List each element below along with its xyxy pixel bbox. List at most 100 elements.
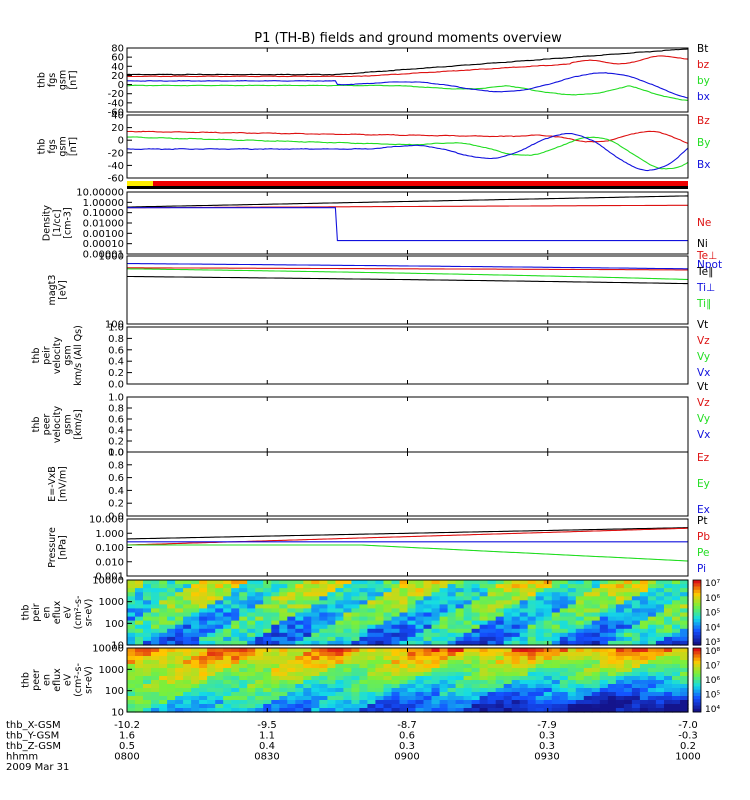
footer-value: 0.6 — [399, 731, 415, 742]
footer-label: thb_X-GSM — [6, 720, 61, 731]
footer-value: 0800 — [114, 752, 139, 763]
y-tick-label: 0.4 — [108, 426, 124, 437]
y-axis-label-line: en — [42, 607, 53, 619]
footer-value: 1.1 — [259, 731, 275, 742]
y-axis-label-line: thb — [36, 139, 47, 155]
y-tick-label: -60 — [108, 108, 124, 119]
legend-density-2: Npot — [697, 259, 722, 271]
y-tick-label: 0.100 — [95, 543, 124, 554]
panel-frame — [126, 47, 689, 113]
Ni-line — [127, 195, 688, 208]
y-tick-label: 1.0 — [108, 323, 124, 334]
y-tick-label: 0.6 — [108, 415, 124, 426]
y-axis-label-line: peir — [42, 346, 53, 365]
legend-pressure-3: Pi — [697, 563, 706, 575]
y-tick-label: 0.4 — [108, 357, 124, 368]
y-axis-label-line: (cm²-s- — [73, 663, 84, 697]
y-axis-label: thb fgs gsm [nT] — [36, 70, 79, 90]
colorbar-tick-label: 10⁵ — [705, 609, 720, 619]
colorbar-tick-label: 10⁴ — [705, 705, 720, 715]
panel-ion-velocity: 1.00.80.60.40.20.0 thb peir velocity gsm km/s… — [31, 319, 710, 391]
y-tick-label: 0.0 — [108, 512, 124, 523]
By-line — [127, 136, 689, 170]
y-tick-label: 10000 — [92, 644, 124, 655]
y-axis-label-line: gsm — [57, 136, 68, 156]
footer-value: 0.2 — [680, 741, 696, 752]
legend-fgs-gsm-2: by — [697, 75, 710, 87]
panel-frame — [126, 326, 689, 385]
Ti-par-line — [127, 268, 689, 281]
y-tick-label: 0.6 — [108, 473, 124, 484]
quality-flag-bar — [127, 181, 688, 189]
panel-frame — [126, 114, 689, 179]
y-tick-label: 1.0 — [108, 393, 124, 404]
y-axis-label-line: Density — [42, 205, 53, 241]
bx-line — [127, 72, 689, 99]
y-tick-label: 1.0 — [108, 448, 124, 459]
y-axis-label-line: [1/cc] — [52, 209, 63, 236]
y-axis-label-line: [nT] — [68, 137, 79, 156]
legend-fgs-gsm-1: bz — [697, 59, 710, 71]
y-tick-label: 10.00000 — [76, 188, 124, 199]
y-axis-label-line: velocity — [52, 406, 63, 444]
y-tick-label: -20 — [108, 148, 124, 159]
y-axis-label-line: fgs — [47, 139, 58, 153]
panel-temperature: 1000 100 magt3 [eV] Te⊥ Te∥ Ti⊥ Ti∥ — [47, 250, 718, 331]
footer-value: 0930 — [534, 752, 559, 763]
y-tick-label: 0.2 — [108, 368, 124, 379]
Pb-line — [126, 527, 689, 546]
legend-efield-0: Ez — [697, 452, 710, 464]
y-axis-label-line: (cm²-s- — [73, 596, 84, 630]
y-tick-label: 0.00100 — [83, 229, 124, 240]
y-axis-label-line: gsm — [63, 414, 74, 434]
footer-value: 1000 — [675, 752, 700, 763]
colorbar-tick-label: 10⁷ — [705, 662, 720, 672]
y-axis-label: thb fgs gsm [nT] — [36, 136, 79, 156]
footer-value: 0830 — [254, 752, 279, 763]
y-axis-label: thb peir en eflux eV (cm²-s-sr-eV) — [21, 596, 95, 630]
legend-efield-2: Ex — [697, 504, 710, 516]
legend-electron-velocity-0: Vt — [697, 381, 708, 393]
colorbar-ion-spectrogram: 10⁷ 10⁶ 10⁵ 10⁴ 10³ — [692, 579, 720, 648]
y-axis-label-line: [mV/m] — [57, 466, 68, 502]
y-tick-label: 0 — [118, 80, 124, 91]
legend-electron-velocity-2: Vy — [697, 413, 710, 425]
panel-electron-spectrogram: 10⁸ 10⁷ 10⁶ 10⁵ 10⁴ 10000 1000 100 10 thb peer en ef… — [21, 644, 721, 719]
y-axis-label: E=-VxB [mV/m] — [47, 466, 69, 502]
y-tick-label: 10 — [111, 708, 124, 719]
y-axis-label-line: [nT] — [68, 70, 79, 89]
y-axis-label-line: E=-VxB — [47, 466, 58, 501]
legend-efield-1: Ey — [697, 478, 710, 490]
footer-value: -0.3 — [678, 731, 698, 742]
Te-par-line — [127, 275, 688, 285]
bz-line — [126, 55, 689, 78]
footer-label: hhmm — [6, 752, 38, 763]
y-tick-label: 0.10000 — [83, 208, 124, 219]
y-tick-label: 0.4 — [108, 486, 124, 497]
y-tick-label: 0 — [118, 136, 124, 147]
legend-pressure-0: Pt — [697, 515, 707, 527]
Bt-line — [126, 48, 689, 76]
y-tick-label: 20 — [111, 123, 124, 134]
y-axis-label-line: en — [42, 674, 53, 686]
y-axis-label-line: eflux — [52, 668, 63, 692]
Npot-line — [127, 207, 688, 242]
legend-fgs-gsm-2-1: By — [697, 137, 710, 149]
by-line — [126, 84, 689, 101]
legend-ion-velocity-2: Vy — [697, 351, 710, 363]
y-tick-label: 0.8 — [108, 404, 124, 415]
y-axis-label-line: peer — [42, 414, 53, 436]
y-tick-label: 100 — [105, 619, 124, 630]
legend-pressure-1: Pb — [697, 531, 710, 543]
y-tick-label: 0.0 — [108, 380, 124, 391]
y-axis-label-line: thb — [36, 72, 47, 88]
spectrogram-ion-spectrogram — [127, 580, 689, 646]
y-tick-label: 0.001 — [95, 572, 124, 583]
footer-value: -10.2 — [114, 720, 140, 731]
footer-date: 2009 Mar 31 — [6, 762, 69, 773]
legend-density-0: Ne — [697, 217, 711, 229]
plot-title: P1 (TH-B) fields and ground moments over… — [254, 31, 562, 46]
